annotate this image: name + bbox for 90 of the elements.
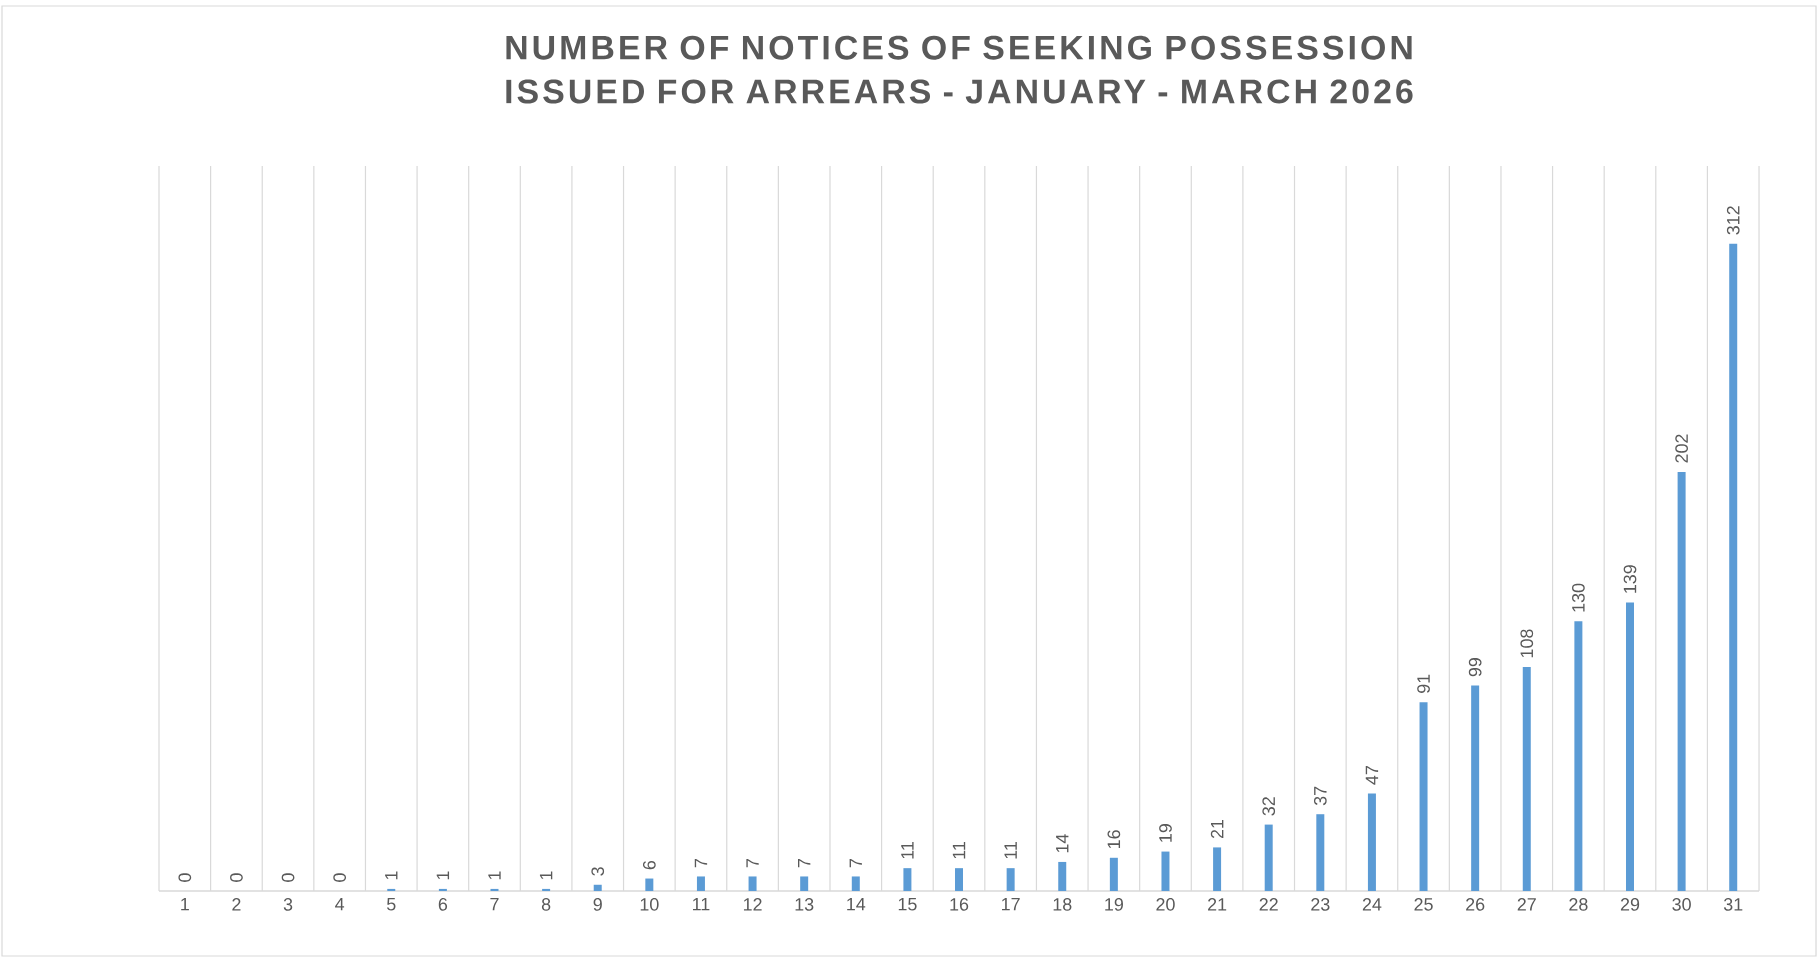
x-tick-label: 27 xyxy=(1517,898,1536,911)
data-label: 0 xyxy=(230,873,243,882)
bar xyxy=(1058,861,1067,891)
x-tick-label: 13 xyxy=(795,898,814,911)
data-label: 108 xyxy=(1520,629,1534,658)
bar xyxy=(1522,666,1531,891)
data-label: 99 xyxy=(1468,658,1482,677)
bar xyxy=(800,876,809,891)
bar xyxy=(387,888,396,891)
x-tick-label: 19 xyxy=(1105,898,1123,911)
bar xyxy=(748,876,757,891)
data-label: 7 xyxy=(798,859,811,868)
bar xyxy=(1006,868,1015,891)
bar xyxy=(1213,847,1222,891)
bar xyxy=(438,888,447,891)
x-tick-label: 17 xyxy=(1002,898,1020,911)
data-label: 130 xyxy=(1572,583,1585,612)
x-tick-label: 22 xyxy=(1259,898,1278,911)
x-tick-label: 29 xyxy=(1620,898,1640,911)
x-tick-label: 18 xyxy=(1053,898,1072,911)
x-tick-label: 20 xyxy=(1156,898,1175,911)
x-tick-label: 8 xyxy=(541,898,551,911)
data-label: 139 xyxy=(1623,565,1637,593)
x-tick-label: 5 xyxy=(387,898,396,911)
x-tick-label: 15 xyxy=(898,898,917,911)
bar xyxy=(1264,824,1273,891)
bar xyxy=(851,876,860,891)
data-label: 1 xyxy=(488,871,501,880)
bar xyxy=(1316,814,1325,891)
data-label: 11 xyxy=(952,842,966,859)
x-tick-label: 12 xyxy=(743,898,762,911)
data-label: 91 xyxy=(1417,674,1430,693)
x-tick-label: 11 xyxy=(693,898,710,911)
data-label: 37 xyxy=(1313,786,1327,806)
bar xyxy=(955,868,964,891)
bar xyxy=(1471,685,1480,891)
data-label: 1 xyxy=(539,871,553,880)
x-tick-label: 3 xyxy=(283,898,293,911)
bar xyxy=(903,868,912,891)
x-tick-label: 1 xyxy=(181,898,189,911)
bar xyxy=(1419,702,1428,891)
bar xyxy=(1574,621,1583,891)
data-label: 0 xyxy=(281,873,295,882)
bar xyxy=(593,884,602,891)
x-tick-label: 23 xyxy=(1311,898,1330,911)
x-tick-label: 10 xyxy=(640,898,659,911)
bar xyxy=(1729,243,1738,891)
x-tick-label: 14 xyxy=(847,898,866,911)
data-label: 1 xyxy=(436,871,450,880)
x-tick-label: 7 xyxy=(490,898,499,911)
bar xyxy=(1677,471,1686,891)
x-tick-label: 25 xyxy=(1414,898,1433,911)
data-label: 32 xyxy=(1262,797,1276,816)
data-label: 14 xyxy=(1056,834,1069,853)
data-label: 202 xyxy=(1675,434,1688,463)
bar xyxy=(1367,793,1376,891)
x-tick-label: 2 xyxy=(232,898,241,911)
data-label: 11 xyxy=(901,842,914,859)
data-label: 11 xyxy=(1004,842,1017,859)
x-tick-label: 21 xyxy=(1208,898,1227,911)
bar xyxy=(490,888,499,891)
data-label: 0 xyxy=(178,873,192,882)
bar xyxy=(1161,851,1170,891)
x-tick-label: 24 xyxy=(1362,898,1382,911)
bar xyxy=(645,878,654,891)
bar xyxy=(542,888,551,891)
chart-title: NUMBER OF NOTICES OF SEEKING POSSESSION ISSUED FOR ARREARS - JANUARY - MARCH 2026 xyxy=(506,35,1413,104)
data-label: 0 xyxy=(333,873,347,882)
x-tick-label: 6 xyxy=(438,898,448,911)
x-tick-label: 9 xyxy=(593,898,602,911)
data-label: 7 xyxy=(849,859,862,868)
data-label: 3 xyxy=(591,867,605,876)
data-label: 7 xyxy=(746,859,759,868)
data-label: 16 xyxy=(1107,830,1121,849)
data-label: 47 xyxy=(1365,766,1379,785)
bar xyxy=(1109,857,1118,891)
x-tick-label: 26 xyxy=(1466,898,1485,911)
data-label: 21 xyxy=(1210,819,1224,839)
x-tick-label: 28 xyxy=(1569,898,1588,911)
x-tick-label: 30 xyxy=(1672,898,1691,911)
x-tick-label: 31 xyxy=(1723,898,1743,911)
x-tick-label: 16 xyxy=(950,898,969,911)
bar xyxy=(696,876,705,891)
data-label: 6 xyxy=(642,860,656,870)
data-label: 312 xyxy=(1726,206,1740,235)
data-label: 1 xyxy=(385,871,398,880)
bar xyxy=(1626,602,1634,891)
data-label: 19 xyxy=(1159,824,1172,842)
data-label: 7 xyxy=(694,859,708,868)
x-tick-label: 4 xyxy=(335,898,345,911)
